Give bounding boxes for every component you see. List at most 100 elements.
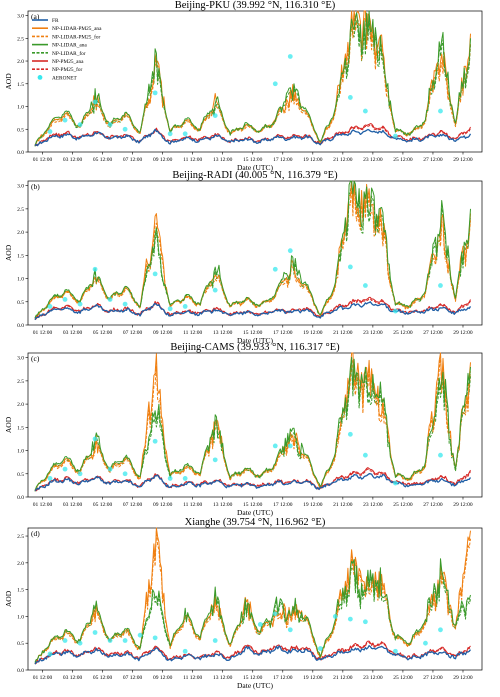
y-tick-label: 1.5 <box>17 425 24 431</box>
aeronet-point <box>287 627 293 633</box>
x-tick-label: 29 12:00 <box>453 502 473 508</box>
y-axis-label: AOD <box>4 416 13 433</box>
x-axis-label: Date (UTC) <box>237 508 274 517</box>
aeronet-point <box>393 308 398 314</box>
series-line-np-lidar-pm25-for <box>34 180 471 320</box>
x-tick-label: 03 12:00 <box>63 157 83 163</box>
aeronet-point <box>423 640 428 646</box>
aeronet-point <box>152 438 158 444</box>
aeronet-point <box>77 640 83 646</box>
x-tick-label: 13 12:00 <box>213 157 233 163</box>
aeronet-point <box>77 301 83 307</box>
aeronet-point <box>182 648 188 654</box>
x-tick-label: 11 12:00 <box>183 330 202 336</box>
aeronet-point <box>122 126 128 132</box>
x-tick-label: 27 12:00 <box>423 330 443 336</box>
series-line-np-lidar-ana <box>34 180 471 319</box>
panel-label: (c) <box>31 354 40 363</box>
chart-panel-2: Beijing-CAMS (39.933 °N, 116.317 °E) (c) 0… <box>4 342 483 517</box>
x-tick-label: 09 12:00 <box>153 675 173 681</box>
series-line-np-lidar-for <box>34 180 471 319</box>
aeronet-point <box>272 611 278 617</box>
aeronet-point <box>122 638 128 643</box>
aeronet-point <box>393 133 398 139</box>
y-tick-label: 2.0 <box>17 59 24 65</box>
aeronet-point <box>347 95 353 100</box>
series-line-np-pm25-ana <box>34 123 471 146</box>
aeronet-point <box>182 131 188 137</box>
x-tick-label: 03 12:00 <box>63 330 83 336</box>
aeronet-point <box>272 81 278 87</box>
aeronet-point <box>152 271 158 277</box>
series-line-np-lidar-pm25-for <box>34 353 471 491</box>
x-tick-label: 05 12:00 <box>93 675 113 681</box>
x-tick-label: 21 12:00 <box>333 330 353 336</box>
series-line-np-lidar-pm25-ana <box>34 527 471 665</box>
y-tick-label: 1.5 <box>17 82 24 88</box>
panel-label: (b) <box>31 182 40 191</box>
x-tick-label: 13 12:00 <box>213 330 233 336</box>
x-tick-label: 15 12:00 <box>243 502 263 508</box>
x-tick-label: 13 12:00 <box>213 502 233 508</box>
x-tick-label: 27 12:00 <box>423 502 443 508</box>
legend-marker-aeronet <box>37 75 43 80</box>
plot-frame <box>27 10 483 153</box>
y-tick-label: 0.5 <box>17 127 24 133</box>
aeronet-point <box>152 635 158 641</box>
aeronet-point <box>212 287 218 293</box>
x-tick-label: 23 12:00 <box>363 330 383 336</box>
x-tick-label: 11 12:00 <box>183 675 202 681</box>
series-line-fr <box>34 128 472 147</box>
aeronet-point <box>438 283 443 288</box>
aeronet-point <box>212 113 218 119</box>
x-tick-label: 03 12:00 <box>63 675 83 681</box>
aeronet-point <box>182 476 188 481</box>
x-tick-label: 11 12:00 <box>183 157 202 163</box>
x-tick-label: 15 12:00 <box>243 675 263 681</box>
y-tick-label: 2.5 <box>17 534 24 540</box>
plot-frame <box>27 527 483 671</box>
chart-title: Xianghe (39.754 °N, 116.962 °E) <box>185 517 326 528</box>
series-line-np-lidar-pm25-ana <box>34 180 471 320</box>
aeronet-point <box>77 471 83 477</box>
x-tick-label: 21 12:00 <box>333 675 353 681</box>
y-tick-label: 3.0 <box>17 14 24 20</box>
aeronet-point <box>272 443 278 449</box>
y-tick-label: 3.0 <box>17 184 24 190</box>
aeronet-point <box>167 476 173 481</box>
x-axis-label: Date (UTC) <box>237 681 274 690</box>
series-line-fr <box>34 301 472 321</box>
aeronet-point <box>317 646 323 651</box>
series-line-fr <box>34 473 472 492</box>
x-tick-label: 23 12:00 <box>363 502 383 508</box>
y-tick-label: 0.0 <box>17 150 24 156</box>
y-tick-label: 0.0 <box>17 668 24 674</box>
aeronet-point <box>393 480 398 486</box>
y-tick-label: 0.5 <box>17 472 24 478</box>
series-line-np-pm25-for <box>34 641 471 665</box>
aeronet-point <box>393 648 398 654</box>
aeronet-point <box>107 466 113 472</box>
x-tick-label: 05 12:00 <box>93 502 113 508</box>
panel-label: (d) <box>31 529 40 538</box>
aeronet-point <box>92 630 98 635</box>
chart-panel-0: Beijing-PKU (39.992 °N, 116.310 °E) (a) 0.… <box>4 0 483 172</box>
aeronet-point <box>167 306 173 312</box>
aeronet-point <box>362 108 368 114</box>
aeronet-point <box>362 452 368 458</box>
aeronet-point <box>107 122 113 128</box>
aeronet-point <box>287 54 293 59</box>
y-tick-label: 1.0 <box>17 277 24 283</box>
aeronet-point <box>47 304 53 309</box>
series-line-np-lidar-ana <box>34 10 471 147</box>
aeronet-point <box>362 619 368 625</box>
aeronet-point <box>122 471 128 477</box>
x-tick-label: 01 12:00 <box>33 502 53 508</box>
x-tick-label: 25 12:00 <box>393 157 413 163</box>
chart-panel-1: Beijing-RADI (40.005 °N, 116.379 °E) (b) 0… <box>4 170 483 345</box>
x-tick-label: 29 12:00 <box>453 157 473 163</box>
y-tick-label: 2.5 <box>17 379 24 385</box>
x-tick-label: 17 12:00 <box>273 675 293 681</box>
